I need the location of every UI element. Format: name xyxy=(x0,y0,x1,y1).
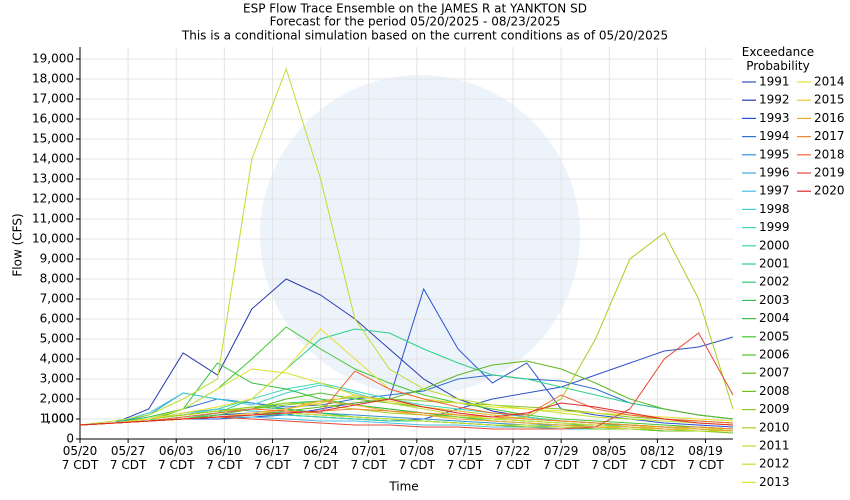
y-tick-label: 3,000 xyxy=(40,372,74,386)
x-tick-label: 06/10 7 CDT xyxy=(206,444,243,472)
y-tick-label: 6,000 xyxy=(40,312,74,326)
x-tick-label: 07/08 7 CDT xyxy=(399,444,436,472)
legend-label: 2015 xyxy=(814,93,845,107)
y-tick-label: 8,000 xyxy=(40,272,74,286)
x-tick-label: 05/27 7 CDT xyxy=(110,444,147,472)
legend-label: 2011 xyxy=(759,439,790,453)
x-tick-label: 07/29 7 CDT xyxy=(543,444,580,472)
x-tick-label: 06/17 7 CDT xyxy=(254,444,291,472)
y-tick-label: 1,000 xyxy=(40,412,74,426)
y-tick-label: 13,000 xyxy=(32,172,74,186)
legend-title: Exceedance Probability xyxy=(742,45,814,73)
series-line xyxy=(79,67,734,426)
legend-label: 2005 xyxy=(759,329,790,343)
legend-label: 2017 xyxy=(814,129,845,143)
series-line xyxy=(79,398,734,426)
x-tick-label: 07/15 7 CDT xyxy=(447,444,484,472)
x-tick-label: 05/20 7 CDT xyxy=(62,444,99,472)
y-tick-label: 5,000 xyxy=(40,332,74,346)
legend-label: 1993 xyxy=(759,111,790,125)
legend-label: 2001 xyxy=(759,257,790,271)
legend-label: 2019 xyxy=(814,166,845,180)
legend-label: 2009 xyxy=(759,402,790,416)
chart-subtitle: This is a conditional simulation based o… xyxy=(181,29,668,43)
series-line xyxy=(79,232,734,426)
legend-label: 1991 xyxy=(759,75,790,89)
x-tick-label: 08/05 7 CDT xyxy=(591,444,628,472)
legend-label: 2013 xyxy=(759,475,790,489)
y-tick-label: 19,000 xyxy=(32,52,74,66)
legend-label: 2006 xyxy=(759,348,790,362)
y-tick-label: 2,000 xyxy=(40,392,74,406)
legend-label: 2016 xyxy=(814,111,845,125)
y-tick-label: 17,000 xyxy=(32,92,74,106)
legend-label: 1995 xyxy=(759,147,790,161)
y-tick-label: 14,000 xyxy=(32,152,74,166)
y-tick-label: 18,000 xyxy=(32,72,74,86)
legend-label: 1997 xyxy=(759,184,790,198)
legend-label: 2003 xyxy=(759,293,790,307)
x-tick-label: 08/12 7 CDT xyxy=(639,444,676,472)
legend-label: 2010 xyxy=(759,420,790,434)
x-axis-label: Time xyxy=(388,480,418,494)
legend-label: 2007 xyxy=(759,366,790,380)
legend-label: 1999 xyxy=(759,220,790,234)
y-tick-label: 15,000 xyxy=(32,132,74,146)
series-line xyxy=(79,374,734,426)
legend-label: 2018 xyxy=(814,147,845,161)
x-tick-label: 06/03 7 CDT xyxy=(158,444,195,472)
y-tick-label: 11,000 xyxy=(32,212,74,226)
x-tick-label: 08/19 7 CDT xyxy=(687,444,724,472)
y-tick-label: 12,000 xyxy=(32,192,74,206)
y-tick-label: 4,000 xyxy=(40,352,74,366)
y-tick-label: 10,000 xyxy=(32,232,74,246)
legend-label: 1998 xyxy=(759,202,790,216)
chart-subtitle: Forecast for the period 05/20/2025 - 08/… xyxy=(270,15,561,29)
legend-label: 1992 xyxy=(759,93,790,107)
legend-label: 2004 xyxy=(759,311,790,325)
x-tick-label: 07/01 7 CDT xyxy=(350,444,387,472)
watermark xyxy=(260,75,580,395)
legend-label: 2014 xyxy=(814,75,845,89)
legend-label: 1996 xyxy=(759,166,790,180)
x-tick-label: 06/24 7 CDT xyxy=(302,444,339,472)
series-line xyxy=(79,370,734,426)
legend-label: 2020 xyxy=(814,184,845,198)
legend-label: 2002 xyxy=(759,275,790,289)
y-tick-label: 7,000 xyxy=(40,292,74,306)
y-tick-label: 1000 xyxy=(43,412,74,426)
legend-label: 2000 xyxy=(759,238,790,252)
y-tick-label: 16,000 xyxy=(32,112,74,126)
legend-label: 2012 xyxy=(759,457,790,471)
chart-title: ESP Flow Trace Ensemble on the JAMES R a… xyxy=(243,2,587,16)
legend-label: 2008 xyxy=(759,384,790,398)
legend-label: 1994 xyxy=(759,129,790,143)
x-tick-label: 07/22 7 CDT xyxy=(495,444,532,472)
y-tick-label: 0 xyxy=(66,432,74,446)
y-axis-label: Flow (CFS) xyxy=(11,213,25,276)
y-tick-label: 9,000 xyxy=(40,252,74,266)
